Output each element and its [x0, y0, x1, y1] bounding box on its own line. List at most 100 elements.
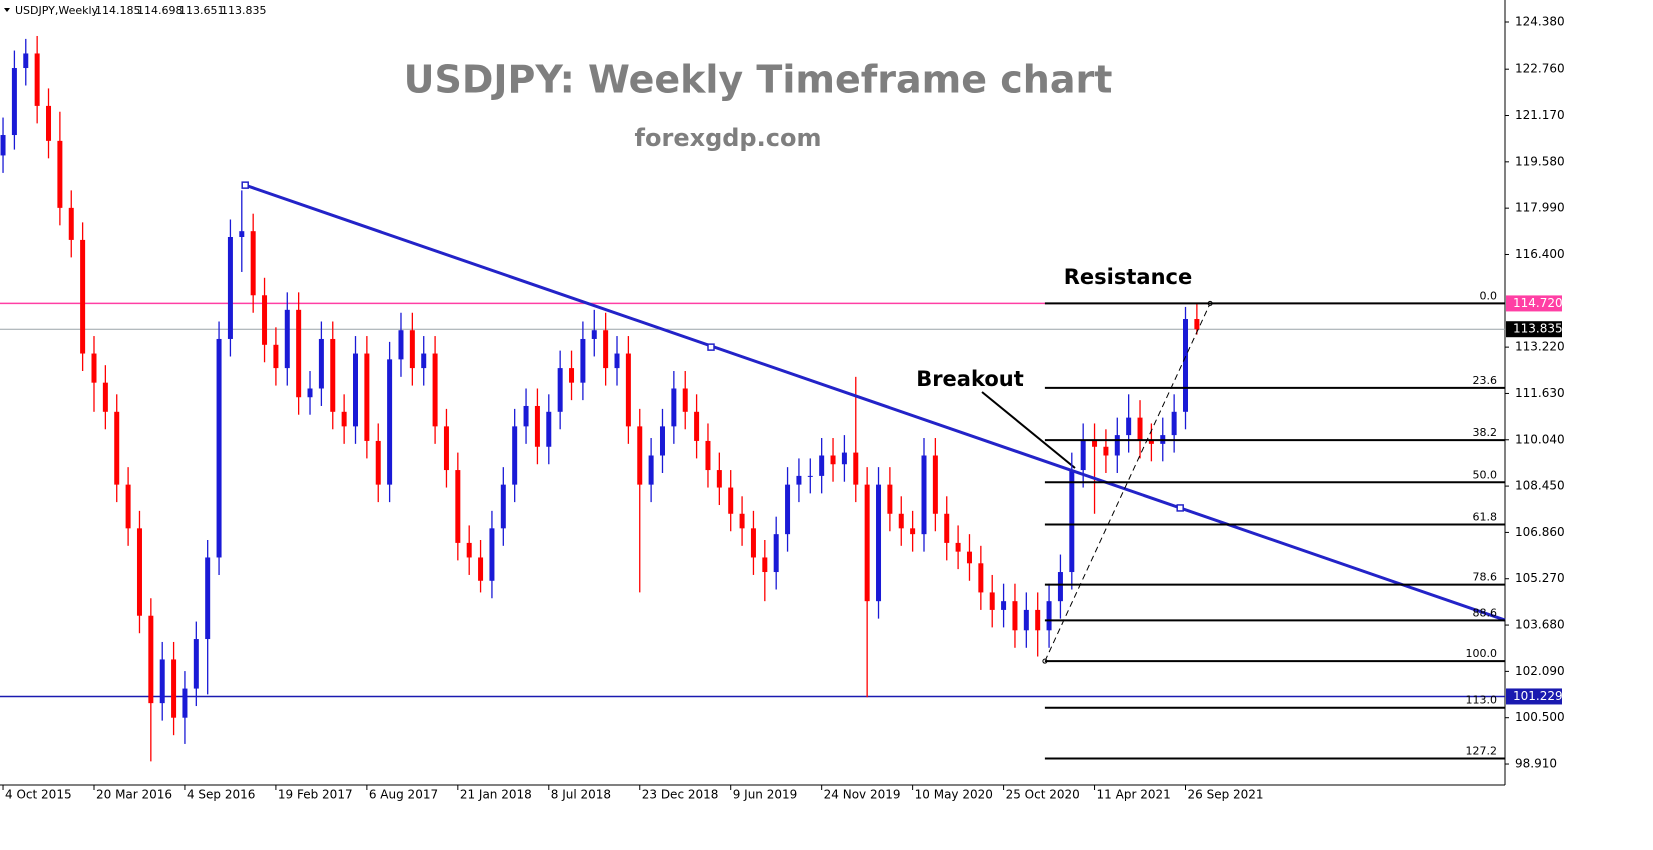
candle-body [193, 639, 199, 689]
candle-body [1001, 601, 1007, 610]
candle-body [80, 239, 86, 354]
symbol: USDJPY,Weekly [15, 4, 99, 17]
candle-body [273, 344, 279, 369]
candle-body [114, 411, 120, 485]
candle-body [443, 426, 449, 471]
x-tick-label: 9 Jun 2019 [733, 788, 798, 802]
candle-body [807, 475, 813, 477]
candle-body [1057, 572, 1063, 602]
candle-body [898, 513, 904, 529]
candle-body [785, 484, 791, 535]
candle-body [944, 513, 950, 543]
y-tick-label: 111.630 [1515, 386, 1565, 400]
candle-body [864, 484, 870, 602]
candle-body [1092, 440, 1098, 447]
candle-body [398, 330, 404, 360]
candle-body [1103, 446, 1109, 456]
trendline [244, 183, 1506, 622]
candle-body [284, 309, 290, 369]
candle-body [1126, 417, 1132, 436]
y-tick-label: 98.910 [1515, 757, 1557, 771]
x-tick-label: 4 Oct 2015 [5, 788, 72, 802]
candle-body [478, 557, 484, 581]
x-tick-label: 8 Jul 2018 [551, 788, 611, 802]
price-box [1506, 295, 1562, 312]
candle-body [955, 542, 961, 552]
candle-body [966, 551, 972, 564]
candle-body [671, 388, 677, 427]
x-tick-label: 26 Sep 2021 [1188, 788, 1264, 802]
breakout-arrow [981, 391, 1076, 469]
candle-body [455, 470, 461, 543]
candle-body [330, 338, 336, 412]
candle-body [34, 53, 40, 106]
candle-body [773, 534, 779, 573]
candle-body [91, 353, 97, 383]
candle-body [1171, 411, 1177, 436]
x-tick-label: 25 Oct 2020 [1006, 788, 1080, 802]
y-tick-label: 108.450 [1515, 479, 1565, 493]
candle-body [853, 452, 859, 485]
y-tick-label: 119.580 [1515, 154, 1565, 168]
price-box-label: 101.229 [1513, 689, 1563, 703]
candle-body [910, 528, 916, 535]
candle-body [1035, 609, 1041, 631]
candle-body [1183, 319, 1189, 412]
y-tick-label: 106.860 [1515, 525, 1565, 539]
candle-body [409, 330, 415, 369]
candle-body [125, 484, 131, 529]
y-tick-label: 100.500 [1515, 710, 1565, 724]
candle-body [307, 388, 313, 398]
candle-body [580, 338, 586, 383]
price-box-label: 113.835 [1513, 322, 1563, 336]
x-tick-label: 4 Sep 2016 [187, 788, 255, 802]
y-tick-label: 103.680 [1515, 618, 1565, 632]
candle-body [1046, 601, 1052, 631]
candle-body [0, 135, 6, 156]
candle-body [841, 452, 847, 465]
candle-body [728, 487, 734, 514]
candle-body [318, 338, 324, 389]
fib-trend [1044, 303, 1211, 662]
candle-body [68, 207, 74, 240]
candle-body [489, 528, 495, 581]
candle-body [148, 615, 154, 704]
fib-level-label: 0.0 [1480, 289, 1498, 302]
candle-body [603, 330, 609, 369]
candle-body [659, 426, 665, 456]
fib-level-label: 23.6 [1473, 374, 1498, 387]
candle-body [739, 513, 745, 529]
x-tick-label: 21 Jan 2018 [460, 788, 532, 802]
candle-body [239, 231, 245, 238]
chart-title: USDJPY: Weekly Timeframe chart [404, 58, 1113, 102]
candle-body [637, 426, 643, 485]
menu-arrow [4, 8, 10, 12]
candle-body [1012, 601, 1018, 631]
candle-body [136, 528, 142, 616]
x-tick-label: 19 Feb 2017 [278, 788, 353, 802]
candle-body [1137, 417, 1143, 441]
candle-body [830, 455, 836, 465]
fib-level-label: 78.6 [1473, 571, 1498, 584]
y-tick-label: 110.040 [1515, 432, 1565, 446]
candle-body [978, 563, 984, 593]
x-tick-label: 24 Nov 2019 [824, 788, 901, 802]
candle-body [557, 368, 563, 412]
x-tick-label: 11 Apr 2021 [1097, 788, 1171, 802]
candle-body [796, 475, 802, 485]
candle-body [432, 353, 438, 427]
fib-level-label: 100.0 [1466, 647, 1498, 660]
candle-body [500, 484, 506, 529]
fib-level-label: 38.2 [1473, 426, 1498, 439]
candle-body [159, 659, 165, 704]
candle-body [182, 688, 188, 718]
annotation: Resistance [1064, 265, 1192, 289]
fib-level-label: 88.6 [1473, 606, 1498, 619]
candle-body [352, 353, 358, 427]
candle-body [216, 338, 222, 558]
candle-body [1194, 319, 1200, 330]
header-low: 113.651 [179, 4, 225, 17]
candle-body [11, 68, 17, 136]
candle-body [921, 455, 927, 535]
